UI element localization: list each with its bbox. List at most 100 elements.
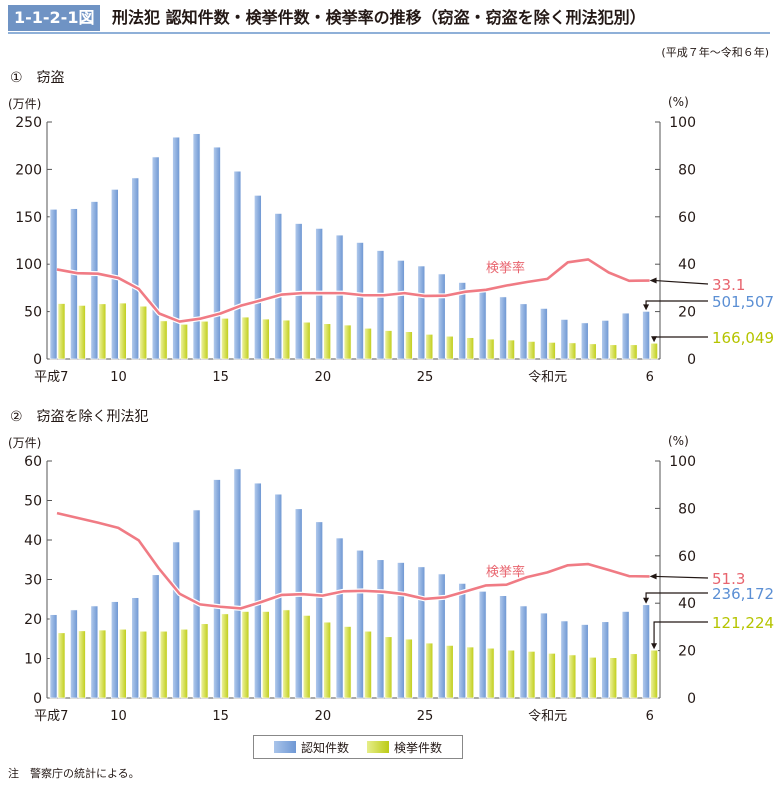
bar-cleared xyxy=(445,335,454,360)
recognized-arrow xyxy=(645,300,708,306)
x-tick-label: 20 xyxy=(315,709,332,724)
x-tick-label: 10 xyxy=(110,370,127,385)
bar-cleared xyxy=(241,316,250,360)
bar-cleared xyxy=(507,339,515,360)
bar-recognized xyxy=(540,612,548,699)
left-tick-label: 250 xyxy=(15,115,42,131)
left-tick-label: 0 xyxy=(33,691,42,707)
chart-2: 0 10 20 30 40 50 60 0 20 40 60 80 100 平成7 10 15 20 25 令和元 6… xyxy=(24,454,774,724)
chart1-left-unit: (万件) xyxy=(8,97,42,111)
bar-recognized xyxy=(131,597,140,699)
bar-recognized xyxy=(70,208,78,360)
bar-cleared xyxy=(527,651,536,699)
right-tick-label: 100 xyxy=(669,454,696,470)
bar-cleared xyxy=(323,323,331,360)
bar-cleared xyxy=(527,341,536,360)
chart1-right-unit: (%) xyxy=(668,95,689,109)
x-tick-label: 6 xyxy=(646,709,654,724)
bar-recognized xyxy=(458,282,466,360)
legend-swatch-recognized xyxy=(273,740,296,753)
recognized-arrow xyxy=(645,592,708,599)
left-tick-label: 50 xyxy=(24,494,42,510)
bar-recognized xyxy=(397,562,405,699)
legend-label-recognized: 認知件数 xyxy=(300,740,349,755)
bar-cleared xyxy=(119,302,127,360)
bar-recognized xyxy=(417,566,426,699)
bar-recognized xyxy=(335,234,344,360)
bar-cleared xyxy=(405,331,413,360)
rate-line xyxy=(56,258,650,323)
bar-recognized xyxy=(233,170,242,360)
right-tick-label: 20 xyxy=(678,305,696,321)
bar-cleared xyxy=(221,318,229,360)
bar-cleared xyxy=(200,623,209,699)
bar-recognized xyxy=(315,521,323,699)
left-tick-label: 150 xyxy=(15,210,42,226)
bar-recognized xyxy=(213,479,221,699)
bar-cleared xyxy=(609,657,618,699)
bar-recognized xyxy=(356,549,364,699)
arrowhead xyxy=(649,573,657,580)
x-tick-label: 令和元 xyxy=(528,709,567,724)
bar-cleared xyxy=(78,305,86,360)
bar-cleared xyxy=(262,318,270,360)
chart2-left-unit: (万件) xyxy=(8,436,42,450)
rate-arrow xyxy=(655,279,709,285)
bar-cleared xyxy=(588,657,597,699)
bar-recognized xyxy=(478,591,487,699)
bar-cleared xyxy=(282,319,291,360)
bar-cleared xyxy=(139,630,148,699)
bar-cleared xyxy=(180,628,188,699)
x-tick-label: 15 xyxy=(212,709,229,724)
bar-cleared xyxy=(221,613,229,699)
legend-item-recognized: 認知件数 xyxy=(273,739,349,756)
bar-cleared xyxy=(323,621,331,699)
bar-cleared xyxy=(609,344,618,360)
bar-recognized xyxy=(499,595,507,699)
x-tick-label: 平成7 xyxy=(34,370,68,385)
chart1-title: ① 窃盗 xyxy=(10,70,65,86)
arrowhead xyxy=(643,304,650,311)
end-label-cleared: 121,224 xyxy=(712,614,774,632)
bar-cleared xyxy=(200,320,209,360)
x-tick-label: 6 xyxy=(646,370,654,385)
cleared-arrow xyxy=(653,621,708,645)
period-label: (平成７年〜令和６年) xyxy=(661,46,769,59)
bar-cleared xyxy=(425,642,434,699)
bar-recognized xyxy=(70,609,78,699)
x-tick-label: 令和元 xyxy=(528,370,567,385)
bar-cleared xyxy=(302,615,311,699)
chart2-right-unit: (%) xyxy=(668,434,689,448)
bar-recognized xyxy=(151,574,160,699)
bar-recognized xyxy=(172,136,180,360)
x-tick-label: 25 xyxy=(417,709,434,724)
chart2-title: ② 窃盗を除く刑法犯 xyxy=(10,409,149,425)
bar-cleared xyxy=(486,647,495,699)
bar-recognized xyxy=(601,621,610,699)
bar-recognized xyxy=(49,614,58,699)
bar-recognized xyxy=(560,319,569,360)
bar-cleared xyxy=(425,334,434,360)
bar-cleared xyxy=(343,324,352,360)
bar-cleared xyxy=(384,330,393,360)
bar-cleared xyxy=(241,611,250,699)
bar-cleared xyxy=(262,611,270,699)
rate-line-halo xyxy=(56,510,650,611)
bar-recognized xyxy=(131,177,140,360)
bar-cleared xyxy=(384,636,393,699)
bar-cleared xyxy=(282,609,291,699)
bar-recognized xyxy=(580,624,589,699)
bar-recognized xyxy=(560,620,569,699)
left-tick-label: 100 xyxy=(15,257,42,273)
bar-cleared xyxy=(588,343,597,360)
end-label-recognized: 501,507 xyxy=(712,293,774,311)
bar-cleared xyxy=(343,626,352,699)
right-tick-label: 60 xyxy=(678,210,696,226)
bar-cleared xyxy=(159,320,168,360)
bar-recognized xyxy=(499,296,507,360)
bar-cleared xyxy=(57,632,66,699)
rate-arrow xyxy=(655,575,709,579)
bar-recognized xyxy=(254,482,262,699)
right-tick-label: 20 xyxy=(678,644,696,660)
